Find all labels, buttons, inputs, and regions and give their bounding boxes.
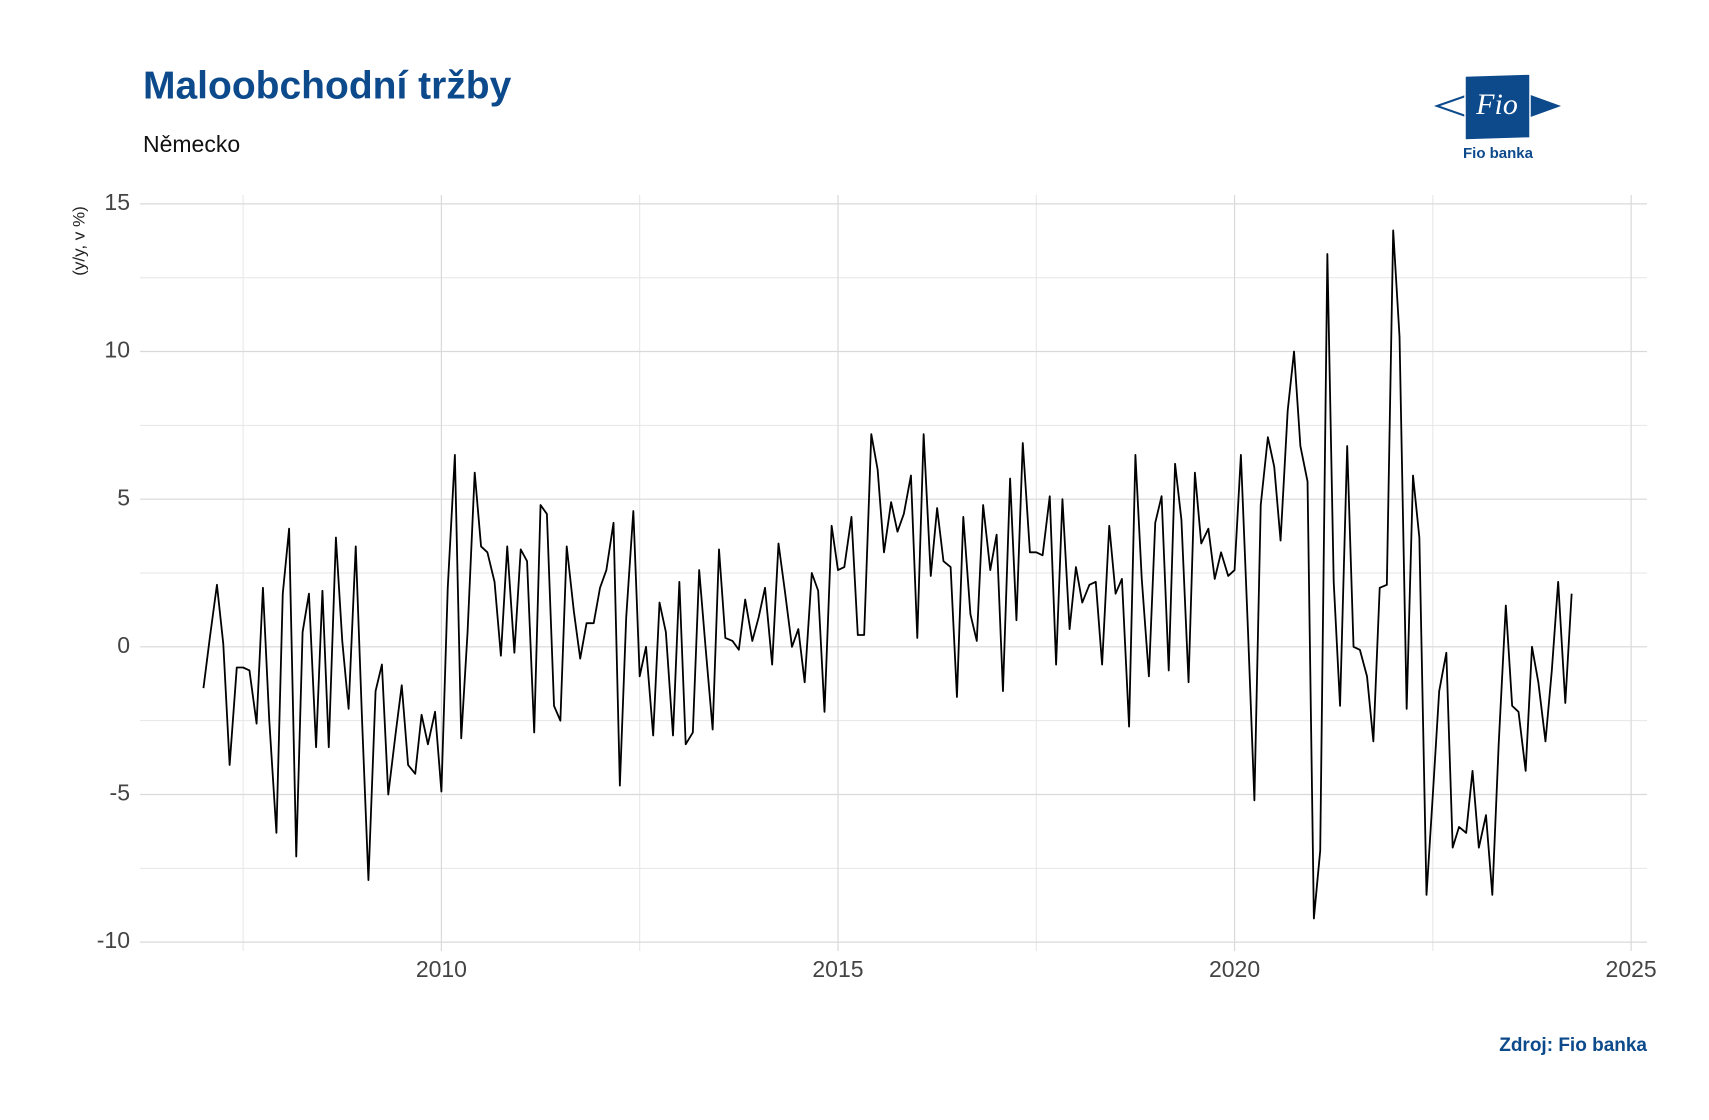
x-tick-label: 2015 (812, 956, 863, 982)
y-tick-label: -10 (97, 927, 130, 953)
y-tick-label: 15 (104, 189, 130, 215)
chart-subtitle: Německo (143, 131, 240, 157)
x-tick-label: 2020 (1209, 956, 1260, 982)
data-line (202, 229, 1573, 920)
chart-title: Maloobchodní tržby (143, 64, 512, 107)
logo-mark: Fio (1475, 88, 1518, 121)
grid: -10 -5 0 5 10 15 2010 2015 2020 2025 (97, 189, 1657, 982)
source: Zdroj: Fio banka (1499, 1035, 1647, 1056)
y-tick-label: 10 (104, 337, 130, 363)
plot-area (202, 229, 1573, 920)
logo-name: Fio banka (1463, 145, 1534, 162)
logo-shape (1464, 73, 1531, 141)
y-tick-label: 0 (117, 632, 130, 658)
x-tick-label: 2010 (416, 956, 467, 982)
x-tick-label: 2025 (1606, 956, 1657, 982)
logo: Fio Fio banka (1433, 73, 1561, 162)
y-tick-label: -5 (110, 780, 130, 806)
y-axis-label: (y/y, v %) (69, 206, 88, 276)
y-tick-label: 5 (117, 484, 130, 510)
